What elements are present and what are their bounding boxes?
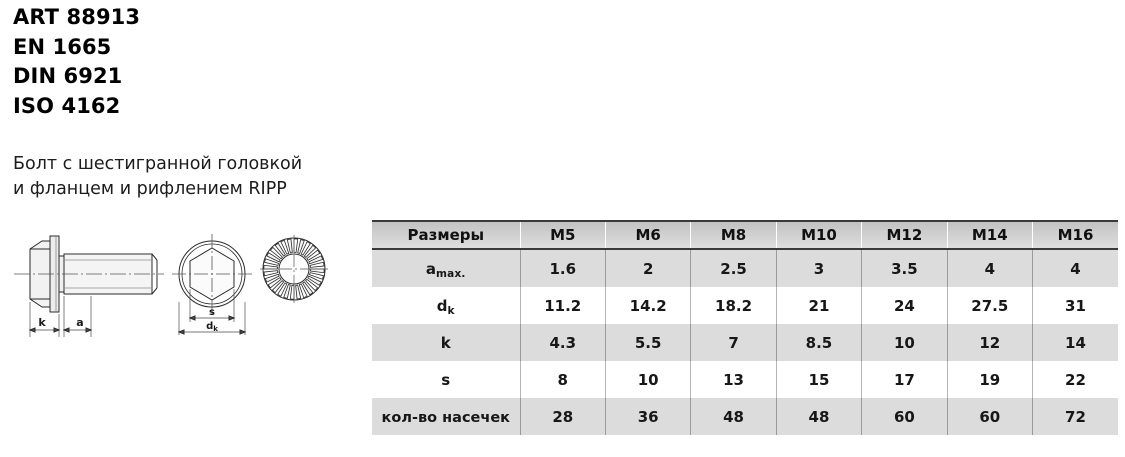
value-cell: 60: [946, 398, 1033, 435]
value-cell: 36: [604, 398, 691, 435]
value-cell: 11.2: [519, 287, 606, 324]
row-label-cell: amax.: [372, 249, 521, 287]
row-label: кол-во насечек: [381, 409, 511, 426]
value-cell: 22: [1031, 361, 1118, 398]
table-row: amax. 1.6 2 2.5 3 3.5 4 4: [372, 249, 1118, 287]
value-cell: 17: [861, 361, 948, 398]
standard-art: ART 88913: [13, 5, 141, 29]
row-label-cell: dk: [372, 287, 521, 324]
row-label-subscript: k: [447, 304, 455, 317]
description-line-2: и фланцем и рифлением RIPP: [13, 179, 287, 199]
column-header-m5: M5: [519, 220, 606, 250]
value-cell: 21: [775, 287, 862, 324]
value-cell: 2.5: [690, 249, 777, 287]
column-header-m8: M8: [690, 220, 777, 250]
description-line-1: Болт с шестигранной головкой: [13, 154, 303, 174]
bolt-top-view: s dk: [168, 222, 256, 347]
table-row: k 4.3 5.5 7 8.5 10 12 14: [372, 324, 1118, 361]
value-cell: 13: [690, 361, 777, 398]
column-header-m6: M6: [604, 220, 692, 250]
value-cell: 60: [861, 398, 948, 435]
value-cell: 31: [1031, 287, 1118, 324]
column-header-label: Размеры: [372, 220, 521, 250]
standards-list: ART 88913 EN 1665 DIN 6921 ISO 4162: [13, 3, 353, 121]
spec-table: Размеры M5 M6 M8 M10 M12 M14 M16 amax. 1.…: [372, 220, 1118, 435]
value-cell: 2: [604, 249, 691, 287]
table-row: dk 11.2 14.2 18.2 21 24 27.5 31: [372, 287, 1118, 324]
value-cell: 14.2: [604, 287, 691, 324]
product-description: Болт с шестигранной головкой и фланцем и…: [13, 152, 358, 202]
value-cell: 4.3: [519, 324, 606, 361]
value-cell: 10: [861, 324, 948, 361]
value-cell: 8: [519, 361, 606, 398]
value-cell: 5.5: [604, 324, 691, 361]
row-label-cell: кол-во насечек: [372, 398, 521, 435]
ripp-serration-view: [254, 222, 334, 317]
value-cell: 14: [1031, 324, 1118, 361]
value-cell: 48: [775, 398, 862, 435]
row-label-cell: k: [372, 324, 521, 361]
technical-drawings: k a s dk: [0, 222, 340, 347]
column-header-m12: M12: [861, 220, 948, 250]
value-cell: 3: [775, 249, 862, 287]
row-label: dk: [436, 296, 455, 317]
value-cell: 8.5: [775, 324, 862, 361]
standard-en: EN 1665: [13, 34, 112, 59]
value-cell: 4: [946, 249, 1033, 287]
svg-text:k: k: [38, 316, 46, 329]
table-row: s 8 10 13 15 17 19 22: [372, 361, 1118, 398]
value-cell: 4: [1031, 249, 1118, 287]
svg-text:dk: dk: [206, 321, 218, 333]
value-cell: 18.2: [690, 287, 777, 324]
column-header-m14: M14: [946, 220, 1033, 250]
value-cell: 19: [946, 361, 1033, 398]
value-cell: 27.5: [946, 287, 1033, 324]
value-cell: 12: [946, 324, 1033, 361]
svg-text:a: a: [76, 316, 83, 329]
value-cell: 3.5: [861, 249, 948, 287]
table-row: кол-во насечек 28 36 48 48 60 60 72: [372, 398, 1118, 435]
standard-iso: ISO 4162: [13, 93, 121, 118]
value-cell: 10: [604, 361, 691, 398]
column-header-m16: M16: [1031, 220, 1118, 250]
specifications-table: Размеры M5 M6 M8 M10 M12 M14 M16 amax. 1.…: [372, 220, 1118, 435]
column-header-m10: M10: [775, 220, 863, 250]
bolt-side-view: k a: [8, 222, 168, 347]
value-cell: 24: [861, 287, 948, 324]
row-label: s: [441, 370, 451, 389]
row-label-cell: s: [372, 361, 521, 398]
value-cell: 28: [519, 398, 606, 435]
value-cell: 7: [690, 324, 777, 361]
value-cell: 15: [775, 361, 862, 398]
row-label-subscript: max.: [436, 267, 466, 280]
table-body: amax. 1.6 2 2.5 3 3.5 4 4 dk 11.2 14.2 18.2 21 24 27.5…: [372, 249, 1118, 435]
value-cell: 72: [1031, 398, 1118, 435]
value-cell: 48: [690, 398, 777, 435]
value-cell: 1.6: [519, 249, 606, 287]
standard-din: DIN 6921: [13, 64, 123, 88]
table-header-row: Размеры M5 M6 M8 M10 M12 M14 M16: [372, 220, 1118, 250]
row-label: k: [440, 333, 451, 352]
row-label: amax.: [425, 259, 466, 280]
svg-text:s: s: [209, 307, 215, 318]
